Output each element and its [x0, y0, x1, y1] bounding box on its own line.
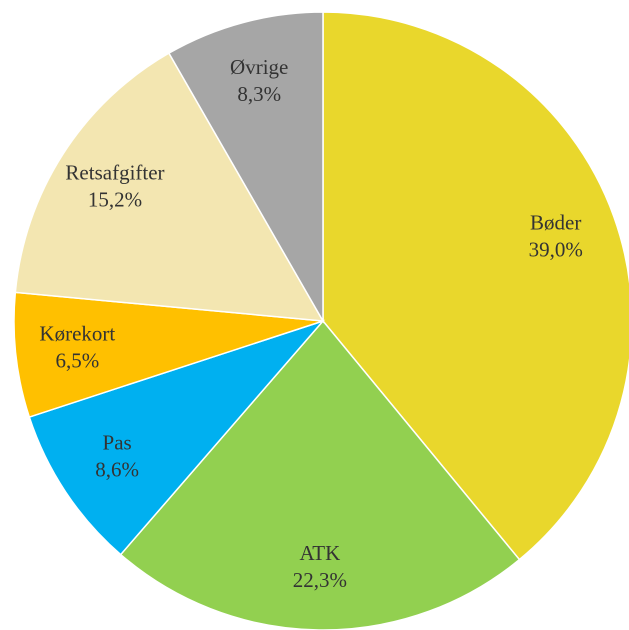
- slice-label: Øvrige: [230, 55, 288, 79]
- slice-value-label: 15,2%: [88, 187, 142, 211]
- slice-value-label: 8,3%: [237, 82, 281, 106]
- slice-label: Retsafgifter: [65, 160, 164, 184]
- slice-value-label: 8,6%: [95, 458, 139, 482]
- slice-value-label: 6,5%: [55, 348, 99, 372]
- pie-slice: [322, 11, 629, 561]
- slice-value-label: 22,3%: [293, 568, 347, 592]
- pie-slice: [28, 319, 326, 556]
- slice-label: ATK: [299, 541, 340, 565]
- slice-label: Pas: [103, 431, 132, 455]
- pie-slice: [167, 11, 324, 324]
- pie-slice: [14, 52, 325, 322]
- slice-label: Kørekort: [39, 321, 115, 345]
- slice-label: Bøder: [530, 210, 581, 234]
- slice-value-label: 39,0%: [529, 237, 583, 261]
- pie-slice: [13, 291, 324, 418]
